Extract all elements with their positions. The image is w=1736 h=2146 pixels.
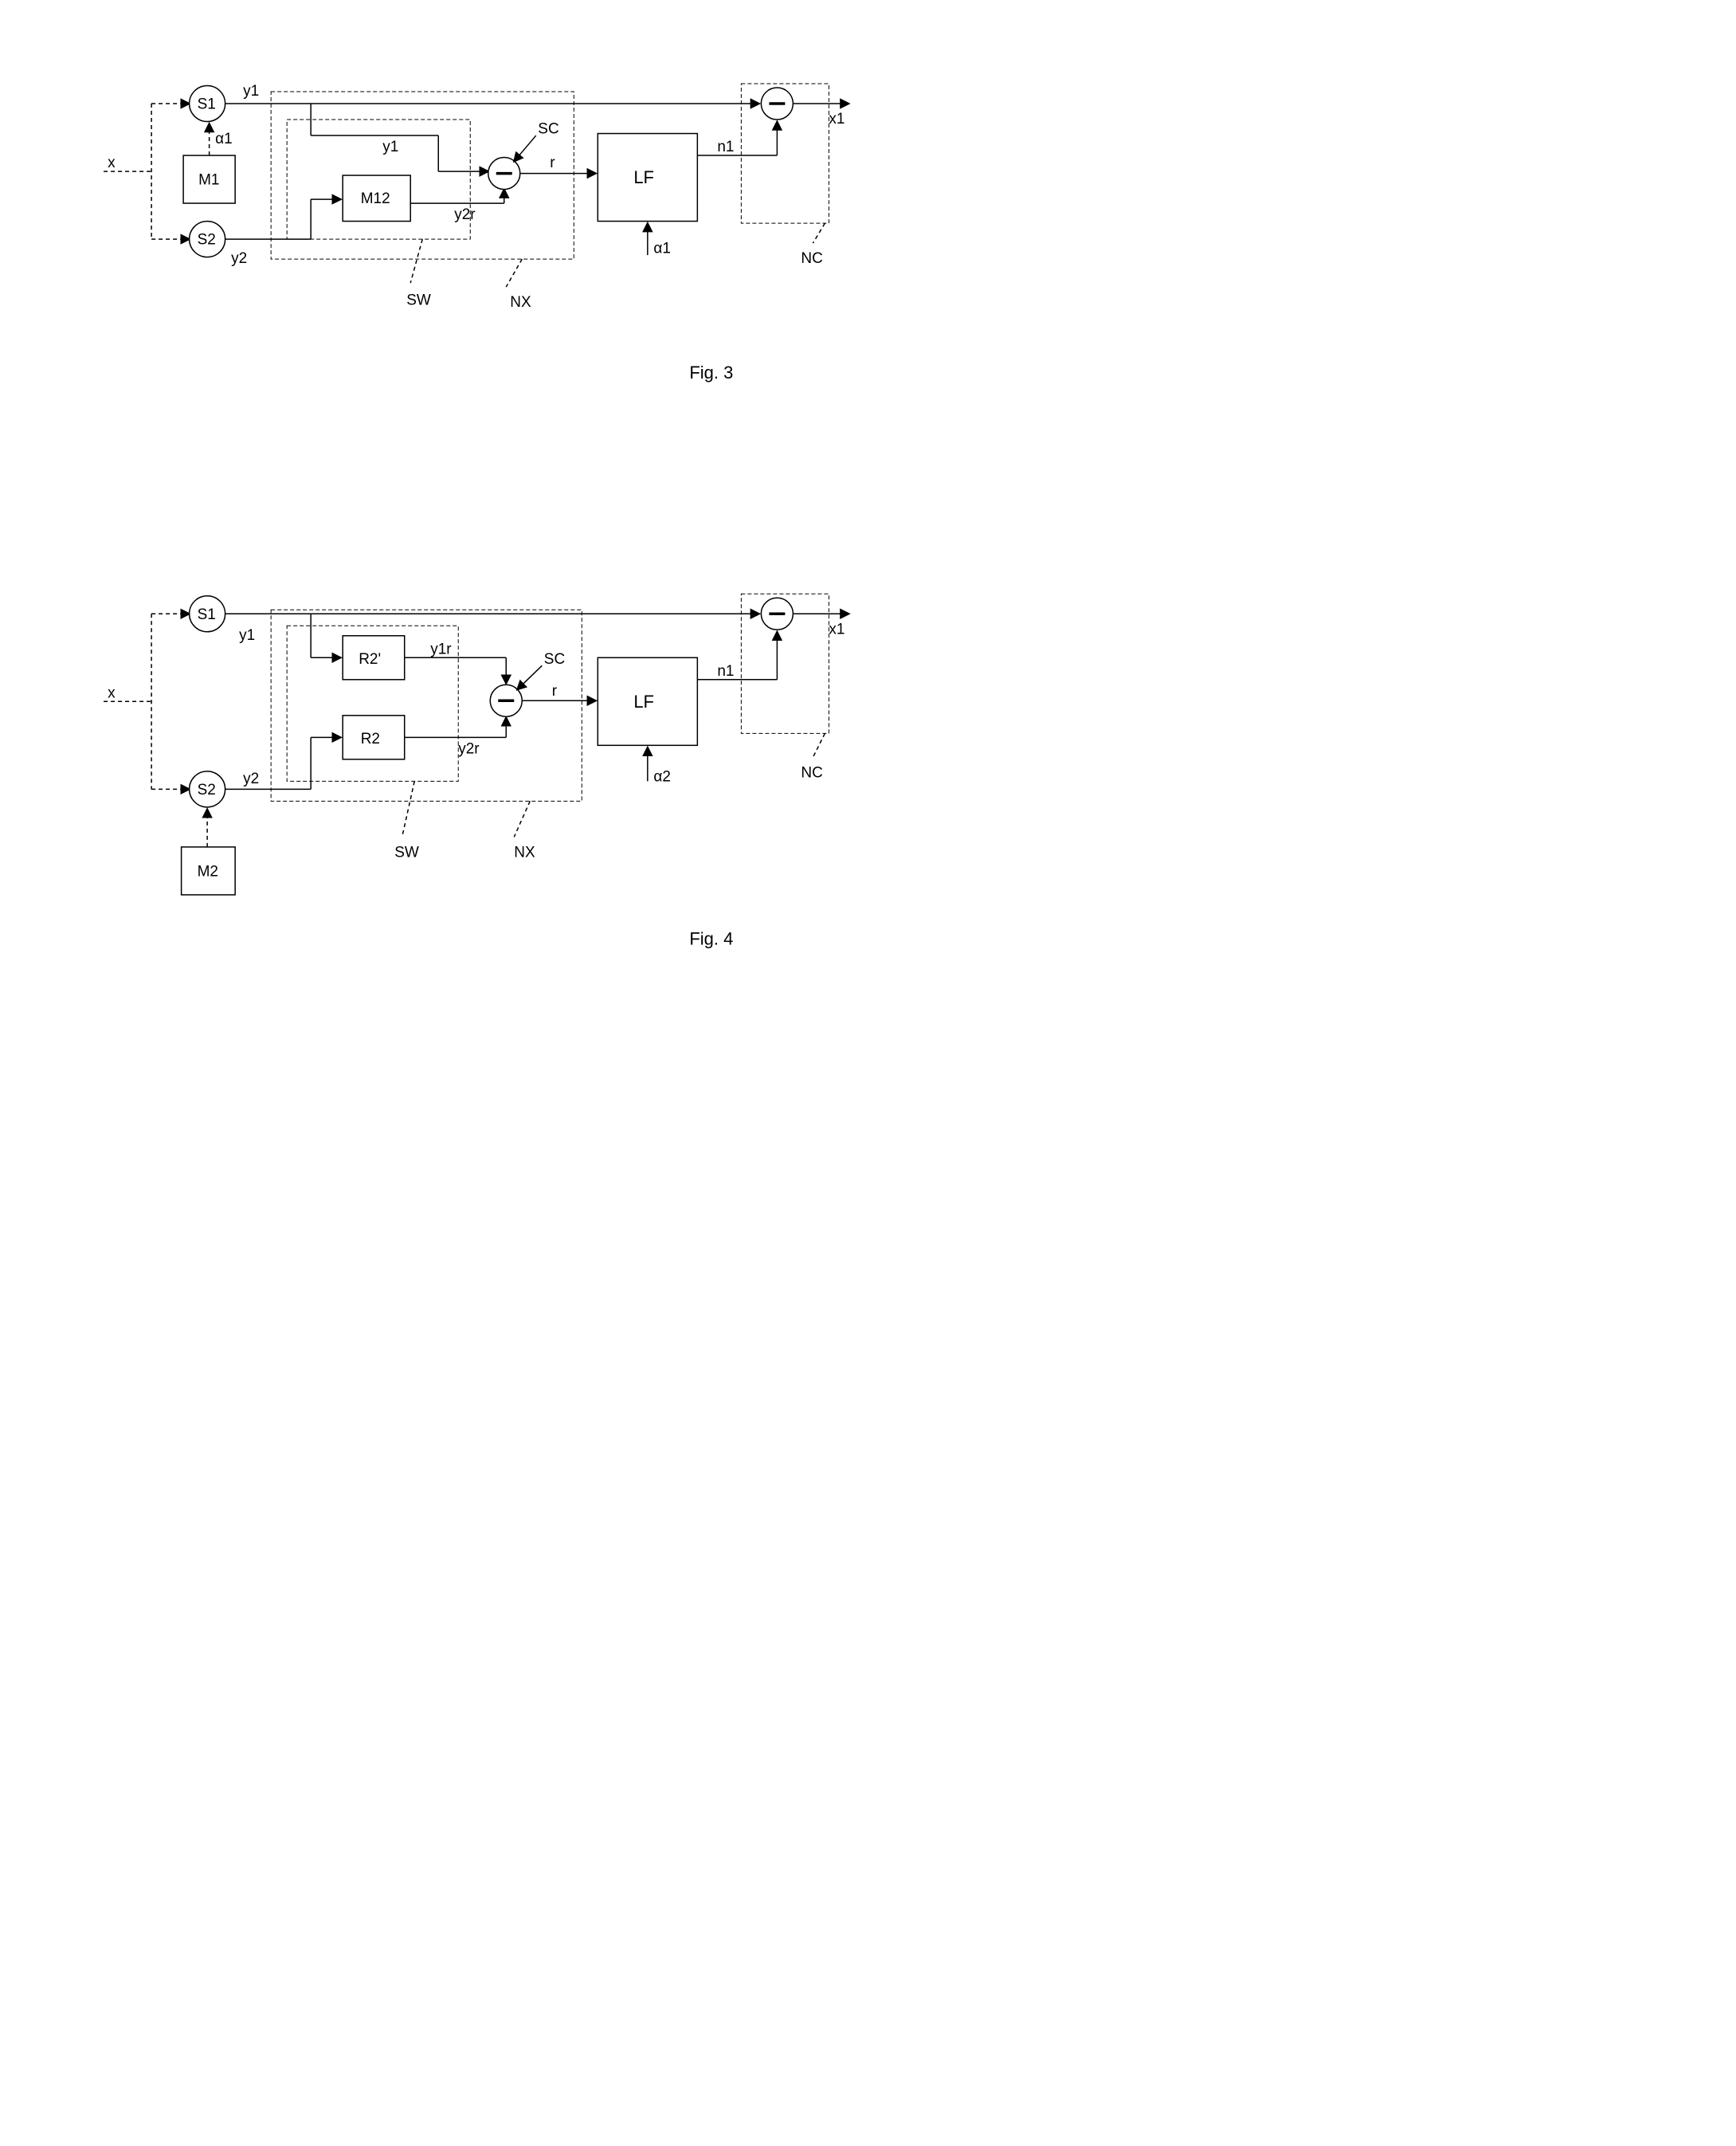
r2-text: R2 (361, 731, 380, 747)
y2-label: y2 (231, 250, 247, 267)
n1-label: n1 (717, 139, 734, 155)
sc-label-4: SC (544, 651, 565, 668)
y1-label-4: y1 (239, 627, 255, 644)
sw-label: SW (406, 292, 431, 309)
s1-text-4: S1 (198, 606, 216, 623)
r2p-text: R2' (359, 651, 381, 668)
y2r-label: y2r (454, 206, 476, 223)
nx-box (271, 92, 574, 259)
sw-label-4: SW (394, 844, 419, 861)
s1-text: S1 (198, 96, 216, 113)
x1-label: x1 (829, 111, 844, 128)
y2-label-4: y2 (243, 771, 259, 787)
y1-mid: y1 (382, 139, 398, 155)
x-label-4: x (108, 685, 116, 701)
lf-text-4: LF (633, 692, 654, 712)
m12-text: M12 (361, 190, 390, 207)
diagram-canvas: x S1 S2 M1 α1 y1 y1 y2 M12 y2r (32, 32, 900, 1105)
nc-label: NC (801, 250, 822, 267)
x1-label-4: x1 (829, 621, 844, 638)
alpha1-bot: α1 (653, 241, 671, 257)
fig4-caption: Fig. 4 (689, 928, 733, 948)
r-label-4: r (552, 683, 558, 700)
nc-label-4: NC (801, 764, 822, 781)
s2-text: S2 (198, 232, 216, 249)
n1-label-4: n1 (717, 663, 734, 680)
x-label: x (108, 155, 116, 171)
s2-text-4: S2 (198, 782, 216, 798)
alpha2-label: α2 (653, 768, 671, 785)
fig4: x S1 S2 y1 y2 R2' R2 y1r y2r (104, 594, 848, 948)
y1r-label: y1r (430, 641, 452, 657)
lf-text: LF (633, 167, 654, 187)
alpha1-top: α1 (215, 131, 233, 147)
fig3: x S1 S2 M1 α1 y1 y1 y2 M12 y2r (104, 83, 848, 383)
nx-box-4 (271, 610, 582, 801)
nx-label: NX (510, 294, 531, 311)
fig3-caption: Fig. 3 (689, 363, 733, 383)
nx-label-4: NX (514, 844, 535, 861)
m2-text: M2 (198, 863, 218, 880)
m1-text: M1 (198, 172, 219, 189)
r-label: r (550, 155, 555, 171)
sc-label: SC (538, 121, 558, 138)
y1-top: y1 (243, 83, 259, 100)
y2r-label-4: y2r (458, 740, 480, 757)
